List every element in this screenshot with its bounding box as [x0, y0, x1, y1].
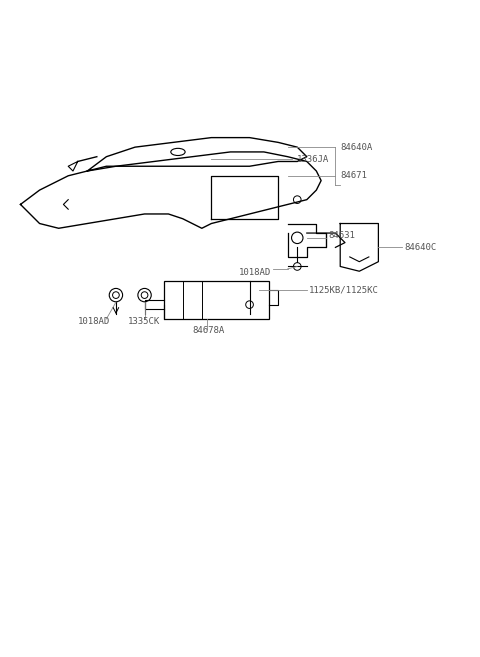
- Text: 84671: 84671: [340, 171, 367, 180]
- Text: 84631: 84631: [328, 231, 355, 240]
- Text: 1125KB/1125KC: 1125KB/1125KC: [309, 286, 379, 295]
- Text: 84640C: 84640C: [405, 243, 437, 252]
- Text: 84678A: 84678A: [192, 327, 225, 335]
- Text: 1336JA: 1336JA: [297, 154, 329, 164]
- Text: 1018AD: 1018AD: [78, 317, 110, 326]
- Text: 84640A: 84640A: [340, 143, 372, 152]
- Text: 1018AD: 1018AD: [239, 267, 271, 277]
- Text: 1335CK: 1335CK: [128, 317, 160, 326]
